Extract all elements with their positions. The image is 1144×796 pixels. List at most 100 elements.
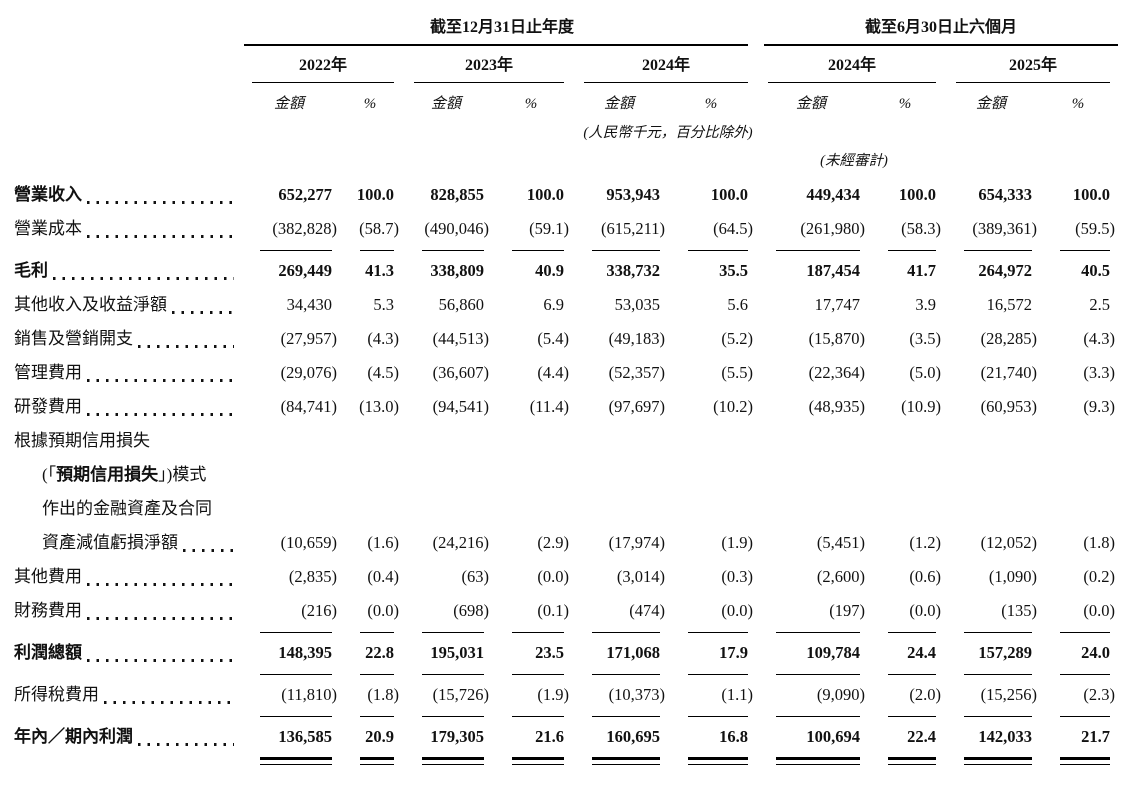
cell-value: 338,809 <box>430 261 484 280</box>
interim-group-rule <box>764 44 1118 46</box>
cell-value: 100,694 <box>806 727 860 746</box>
row-label-text: 研發費用 <box>14 397 82 416</box>
column-rule <box>592 249 660 251</box>
column-rule <box>512 631 564 633</box>
cell-value: (1.9) <box>537 685 569 704</box>
dot-leader <box>87 617 234 620</box>
cell-value: 179,305 <box>430 727 484 746</box>
cell-value <box>872 458 948 492</box>
cell-value: 100.0 <box>710 185 748 204</box>
row-label-text: (「預期信用損失」)模式 <box>42 465 207 484</box>
cell-value: (4.3) <box>367 329 399 348</box>
cell-value: (389,361) <box>972 219 1037 238</box>
cell-value <box>672 424 760 458</box>
cell-value: (5,451) <box>816 533 865 552</box>
cell-value <box>406 492 496 526</box>
cell-value <box>760 458 872 492</box>
cell-value: (13.0) <box>359 397 399 416</box>
amount-subheader: 金額 <box>975 96 1006 112</box>
cell-value: 41.7 <box>907 261 936 280</box>
table-row: 所得稅費用 (11,810) (1.8) (15,726) (1.9) (10,373) (… <box>14 678 1144 712</box>
percent-subheader: % <box>704 96 718 112</box>
column-rule <box>1060 631 1110 633</box>
cell-value: (15,726) <box>432 685 489 704</box>
cell-value: (60,953) <box>980 397 1037 416</box>
cell-value: 3.9 <box>915 295 936 314</box>
single-rule-row <box>14 246 1144 254</box>
table-row: 營業收入 652,277 100.0 828,855 100.0 953,943 100.0… <box>14 178 1144 212</box>
amount-subheader: 金額 <box>795 96 826 112</box>
row-label-text: 毛利 <box>14 261 48 280</box>
row-label: 所得稅費用 <box>14 678 244 712</box>
cell-value: (5.5) <box>721 363 753 382</box>
cell-value: (21,740) <box>980 363 1037 382</box>
cell-value: 269,449 <box>278 261 332 280</box>
cell-value <box>948 458 1044 492</box>
cell-value <box>948 492 1044 526</box>
cell-value: (1.9) <box>721 533 753 552</box>
column-rule <box>512 673 564 675</box>
year-header-2022: 2022年 <box>252 54 394 83</box>
cell-value: (1.1) <box>721 685 753 704</box>
column-rule <box>592 757 660 765</box>
column-rule <box>260 249 332 251</box>
unaudited-note: (未經審計) <box>820 153 888 169</box>
cell-value: 22.4 <box>907 727 936 746</box>
cell-value: (1.2) <box>909 533 941 552</box>
cell-value <box>948 424 1044 458</box>
cell-value: 195,031 <box>430 643 484 662</box>
cell-value <box>576 492 672 526</box>
cell-value: (64.5) <box>713 219 753 238</box>
currency-note: (人民幣千元，百分比除外) <box>583 125 753 141</box>
cell-value <box>760 492 872 526</box>
rule-spacer <box>14 246 244 254</box>
cell-value <box>760 424 872 458</box>
column-rule <box>888 757 936 765</box>
cell-value: (10,373) <box>608 685 665 704</box>
cell-value: 338,732 <box>606 261 660 280</box>
cell-value: (0.4) <box>367 567 399 586</box>
cell-value: 109,784 <box>806 643 860 662</box>
table-row: 根據預期信用損失 <box>14 424 1144 458</box>
column-rule <box>592 715 660 717</box>
cell-value: 6.9 <box>543 295 564 314</box>
cell-value: (36,607) <box>432 363 489 382</box>
cell-value <box>406 424 496 458</box>
cell-value: (4.5) <box>367 363 399 382</box>
year-header-2024: 2024年 <box>584 54 748 83</box>
column-rule <box>1060 757 1110 765</box>
column-rule <box>688 673 748 675</box>
cell-value: (58.7) <box>359 219 399 238</box>
column-rule <box>1060 715 1110 717</box>
cell-value: 23.5 <box>535 643 564 662</box>
cell-value: (11,810) <box>281 685 337 704</box>
cell-value: (59.1) <box>529 219 569 238</box>
percent-subheader: % <box>363 96 377 112</box>
cell-value: (9.3) <box>1083 397 1115 416</box>
column-rule <box>422 631 484 633</box>
cell-value: (48,935) <box>808 397 865 416</box>
interim-period-header: 截至6月30日止六個月 <box>864 19 1017 36</box>
row-label-text: 資產減值虧損淨額 <box>42 533 178 552</box>
cell-value: 136,585 <box>278 727 332 746</box>
percent-subheader: % <box>898 96 912 112</box>
cell-value: 40.9 <box>535 261 564 280</box>
cell-value: 20.9 <box>365 727 394 746</box>
row-label: 根據預期信用損失 <box>14 424 244 458</box>
cell-value <box>344 492 406 526</box>
annual-period-header: 截至12月31日止年度 <box>429 19 574 36</box>
cell-value: 17,747 <box>814 295 860 314</box>
row-label: 營業收入 <box>14 178 244 212</box>
cell-value: (216) <box>301 601 337 620</box>
row-label-text: 年內／期內利潤 <box>14 727 133 746</box>
column-rule <box>360 715 394 717</box>
cell-value: 100.0 <box>526 185 564 204</box>
cell-value: 157,289 <box>978 643 1032 662</box>
column-rule <box>422 715 484 717</box>
dot-leader <box>87 235 234 238</box>
column-rule <box>360 673 394 675</box>
amount-subheader: 金額 <box>430 96 461 112</box>
row-label-text: 所得稅費用 <box>14 685 99 704</box>
table-row: 作出的金融資產及合同 <box>14 492 1144 526</box>
cell-value: (698) <box>453 601 489 620</box>
